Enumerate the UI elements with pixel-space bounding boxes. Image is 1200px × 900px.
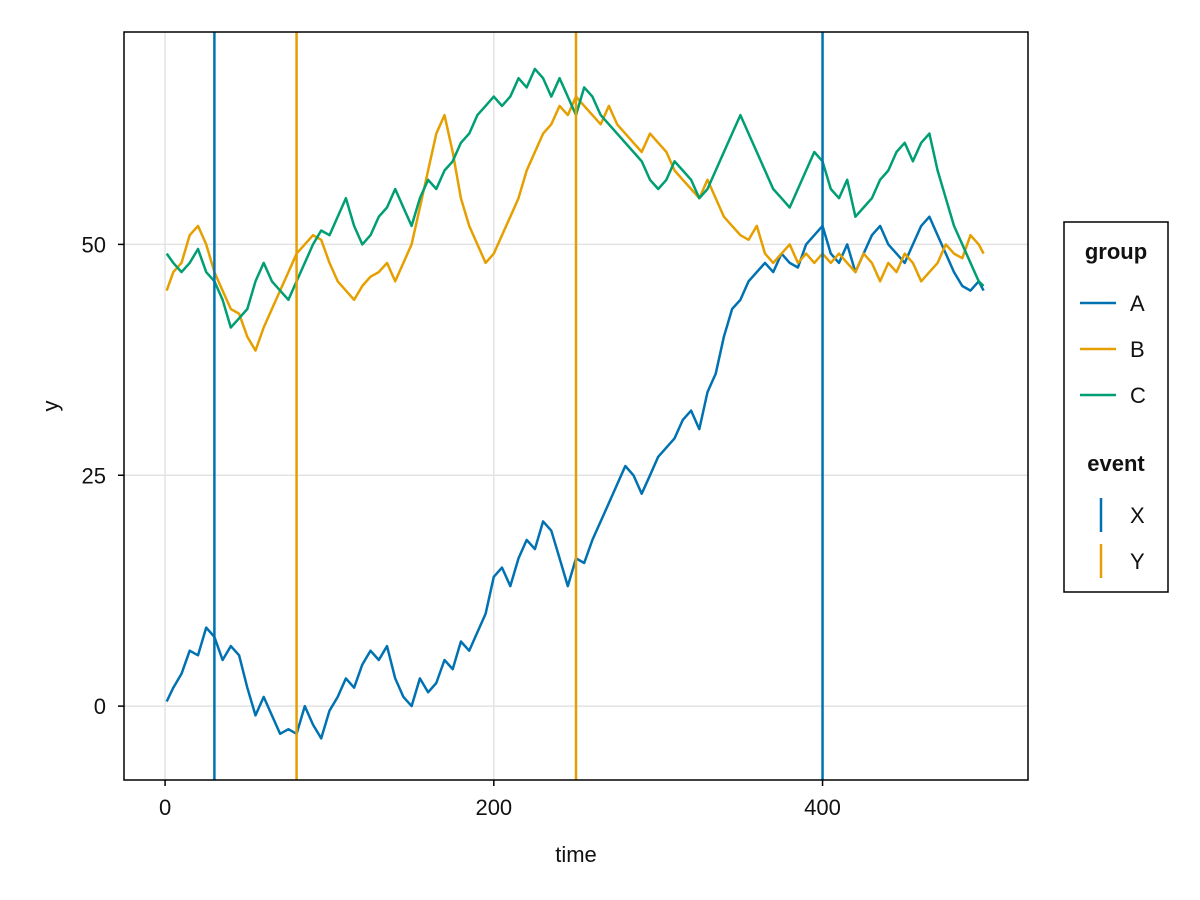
- legend-label-c: C: [1130, 383, 1146, 408]
- legend-title-group: group: [1085, 239, 1147, 264]
- plot-frame: [123, 31, 1029, 781]
- y-tick-label: 50: [82, 232, 106, 257]
- y-tick-label: 25: [82, 463, 106, 488]
- plot-area: [165, 32, 985, 780]
- x-tick-label: 200: [475, 795, 512, 820]
- legend: group ABC event XY: [1063, 221, 1169, 593]
- legend-label-y: Y: [1130, 549, 1145, 574]
- legend-label-a: A: [1130, 291, 1145, 316]
- x-axis-label: time: [555, 842, 597, 867]
- y-tick-label: 0: [94, 694, 106, 719]
- y-axis: 0 25 50: [82, 232, 124, 719]
- y-axis-label: y: [38, 401, 63, 412]
- x-axis: 0 200 400: [159, 780, 841, 820]
- x-tick-label: 400: [804, 795, 841, 820]
- x-tick-label: 0: [159, 795, 171, 820]
- legend-box: [1063, 221, 1169, 593]
- legend-title-event: event: [1087, 451, 1145, 476]
- legend-label-b: B: [1130, 337, 1145, 362]
- legend-label-x: X: [1130, 503, 1145, 528]
